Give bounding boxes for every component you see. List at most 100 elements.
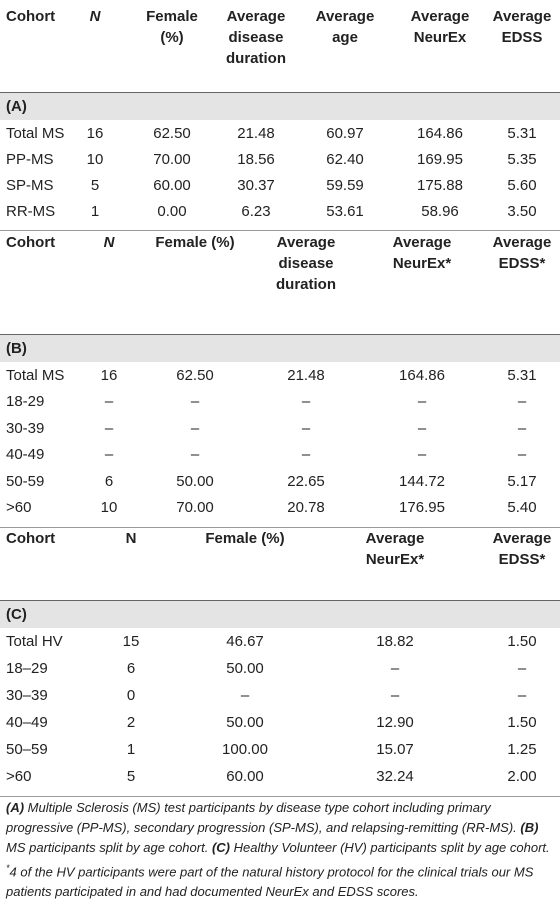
cell-value: 16 [86,124,104,142]
footnote-key: (A) [6,800,25,815]
cell-value: 5 [126,768,136,785]
cell-value: 59.59 [326,176,364,194]
cell-value: 60.00 [226,768,264,785]
table-section: Cohort N Female (%) Average NeurEx* Average … [0,522,560,797]
column-header: Average EDSS* [492,530,552,568]
cell-value: 176.95 [399,499,445,517]
footnote-text: 4 of the HV participants were part of th… [6,864,534,900]
cell-value: – [517,687,527,704]
cell-value: – [240,687,250,704]
section-band: (C) [0,600,560,628]
column-header: Average disease duration [276,234,336,293]
row-label: 18-29 [6,393,45,411]
cell-value: 5.60 [507,176,537,194]
cell-value: – [417,393,427,411]
cell-value: – [190,419,200,437]
column-header: Average age [315,8,375,46]
cell-value: 164.86 [399,366,445,384]
cell-value: 2 [126,714,136,731]
column-header: Average disease duration [226,8,286,67]
cell-value: 5.31 [507,124,537,142]
footnote-key: (C) [211,840,230,855]
column-header: Average EDSS [492,8,552,46]
cell-value: 3.50 [507,202,537,220]
row-label: SP-MS [6,176,54,194]
cell-value: – [517,419,527,437]
cell-value: 1.25 [507,741,537,758]
column-header: N [89,8,101,25]
cell-value: – [517,660,527,677]
cell-value: 46.67 [226,633,264,650]
cell-value: 60.97 [326,124,364,142]
row-label: >60 [6,499,32,517]
cell-value: 32.24 [376,768,414,785]
cell-value: 144.72 [399,472,445,490]
cell-value: – [104,446,114,464]
column-header: N [125,530,137,547]
table-section: Cohort N Female (%) Average disease duratio… [0,0,560,231]
section-label: (A) [6,98,27,115]
cell-value: – [190,393,200,411]
cell-value: 60.00 [153,176,191,194]
row-label: 18–29 [6,660,48,677]
cell-value: 175.88 [417,176,463,194]
column-header: Average NeurEx* [365,530,425,568]
cell-value: 15 [122,633,140,650]
cell-value: – [104,393,114,411]
cell-value: 164.86 [417,124,463,142]
row-label: RR-MS [6,202,56,220]
column-header: N [103,234,115,251]
cell-value: 6 [126,660,136,677]
cell-value: 21.48 [287,366,325,384]
row-label: PP-MS [6,150,54,168]
cell-value: – [190,446,200,464]
cell-value: – [301,393,311,411]
cell-value: 5.17 [507,472,537,490]
cell-value: 169.95 [417,150,463,168]
footnote: (A) Multiple Sclerosis (MS) test partici… [6,798,554,902]
cell-value: 2.00 [507,768,537,785]
cell-value: 5.40 [507,499,537,517]
footnote-text: Healthy Volunteer (HV) participants spli… [233,840,550,855]
cell-value: 21.48 [237,124,275,142]
cell-value: 18.82 [376,633,414,650]
row-label: 50–59 [6,741,48,758]
section-label: (C) [6,606,27,623]
cell-value: 22.65 [287,472,325,490]
cell-value: 70.00 [176,499,214,517]
cell-value: – [390,660,400,677]
cell-value: 6.23 [241,202,271,220]
cell-value: 100.00 [222,741,268,758]
column-header: Average NeurEx* [392,234,452,272]
cell-value: 20.78 [287,499,325,517]
cell-value: 58.96 [421,202,459,220]
cell-value: – [417,419,427,437]
row-label: >60 [6,768,32,785]
cell-value: 1.50 [507,714,537,731]
section-band: (A) [0,92,560,120]
cell-value: 16 [100,366,118,384]
cell-value: 62.50 [153,124,191,142]
column-header: Female (%) [155,234,235,251]
cell-value: 15.07 [376,741,414,758]
table-section: Cohort N Female (%) Average disease duratio… [0,226,560,528]
cell-value: 50.00 [176,472,214,490]
cell-value: 30.37 [237,176,275,194]
cell-value: – [104,419,114,437]
row-label: Total MS [6,366,65,384]
column-header: Female (%) [146,8,198,46]
footnote-text: Multiple Sclerosis (MS) test participant… [6,800,517,835]
cell-value: 1 [90,202,100,220]
row-label: 40–49 [6,714,48,731]
row-label: Total HV [6,633,63,650]
cell-value: 50.00 [226,714,264,731]
column-header: Cohort [6,530,56,547]
cell-value: 6 [104,472,114,490]
footnote-text: * [6,863,10,873]
column-header: Cohort [6,8,56,25]
row-label: Total MS [6,124,65,142]
cell-value: 12.90 [376,714,414,731]
cell-value: – [517,393,527,411]
section-label: (B) [6,340,27,357]
